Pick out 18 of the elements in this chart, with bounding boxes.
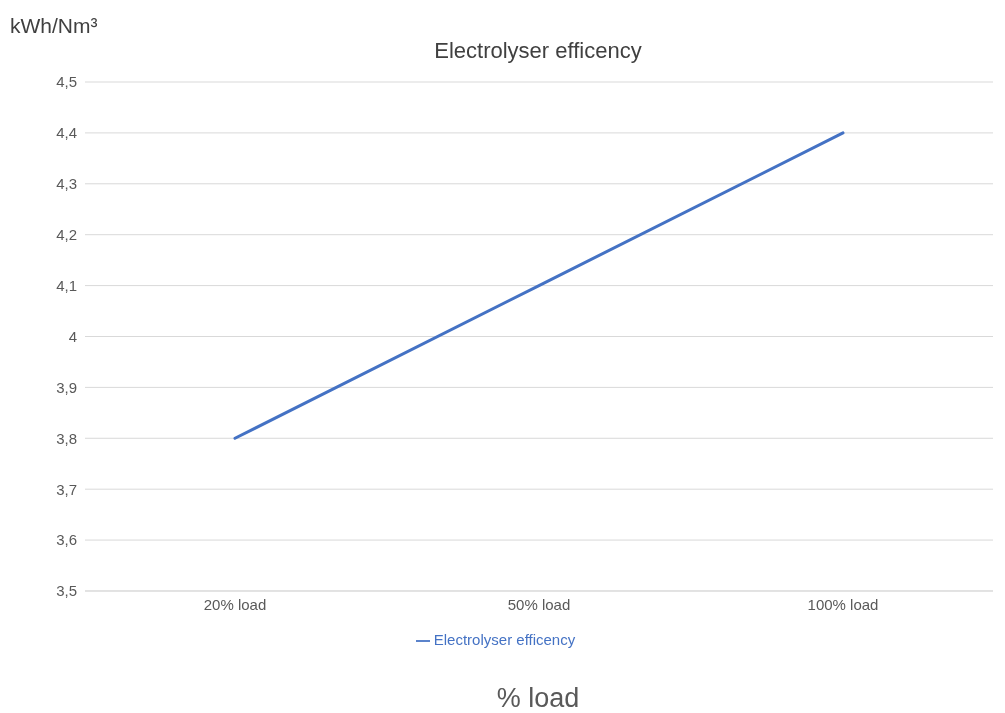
y-tick-label: 4,2 [56,226,77,244]
y-tick-label: 3,7 [56,480,77,498]
y-axis-title: kWh/Nm³ [10,14,98,38]
y-tick-label: 3,9 [56,378,77,396]
y-tick-label: 4,5 [56,73,77,91]
y-tick-label: 4,3 [56,175,77,193]
x-tick-label: 100% load [807,595,879,613]
chart-title: Electrolyser efficency [433,38,643,64]
y-tick-label: 3,5 [56,582,77,600]
x-tick-label: 50% load [507,595,571,613]
x-tick-label: 20% load [203,595,267,613]
y-tick-label: 4,4 [56,124,77,142]
y-tick-label: 4 [68,327,77,345]
y-tick-label: 3,6 [56,531,77,549]
y-tick-label: 3,8 [56,429,77,447]
x-axis-title: % load [495,683,581,713]
legend-label: Electrolyser efficency [433,630,576,648]
y-tick-label: 4,1 [56,276,77,294]
